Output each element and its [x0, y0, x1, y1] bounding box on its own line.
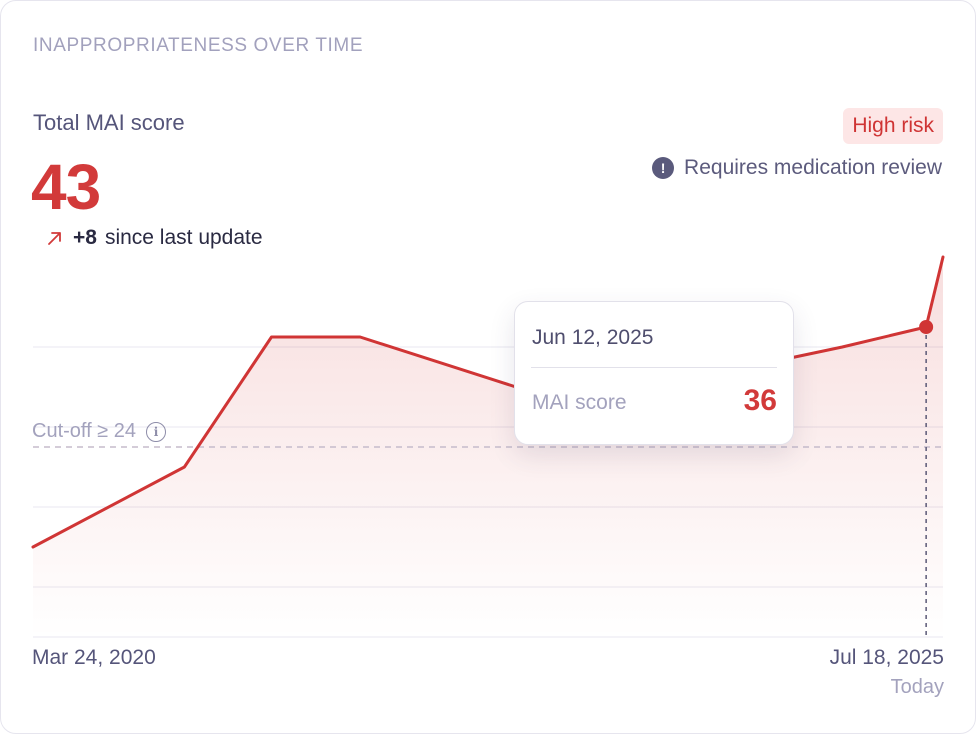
data-point[interactable] [920, 321, 932, 333]
x-tick-start: Mar 24, 2020 [32, 646, 156, 669]
review-note: ! Requires medication review [652, 156, 942, 180]
info-icon[interactable]: i [146, 421, 166, 442]
data-point[interactable] [836, 341, 848, 353]
review-text: Requires medication review [684, 156, 942, 179]
data-point[interactable] [27, 541, 39, 553]
cutoff-label: Cut-off ≥ 24 i [32, 420, 166, 443]
delta-row: +8 since last update [45, 225, 263, 251]
risk-badge: High risk [843, 108, 943, 144]
highlight-point[interactable] [919, 320, 934, 334]
delta-value: +8 [73, 226, 97, 249]
x-tick-end: Jul 18, 2025 [829, 646, 944, 669]
tooltip-date: Jun 12, 2025 [532, 326, 654, 349]
cutoff-text: Cut-off ≥ 24 [32, 420, 136, 442]
metric-label: Total MAI score [33, 110, 185, 135]
data-point[interactable] [937, 251, 949, 263]
arrow-up-right-icon [48, 232, 61, 245]
section-title: INAPPROPRIATENESS OVER TIME [33, 35, 364, 56]
chart-tooltip: Jun 12, 2025 MAI score 36 [514, 301, 794, 445]
delta-text: since last update [104, 226, 263, 249]
data-point[interactable] [266, 331, 278, 343]
tooltip-divider [531, 367, 777, 368]
x-tick-end-sublabel: Today [890, 676, 944, 698]
data-point[interactable] [354, 331, 366, 343]
data-point[interactable] [178, 461, 190, 473]
tooltip-label: MAI score [532, 391, 627, 414]
alert-circle-icon: ! [652, 157, 675, 179]
tooltip-value: 36 [743, 384, 777, 417]
metric-value: 43 [31, 151, 101, 223]
